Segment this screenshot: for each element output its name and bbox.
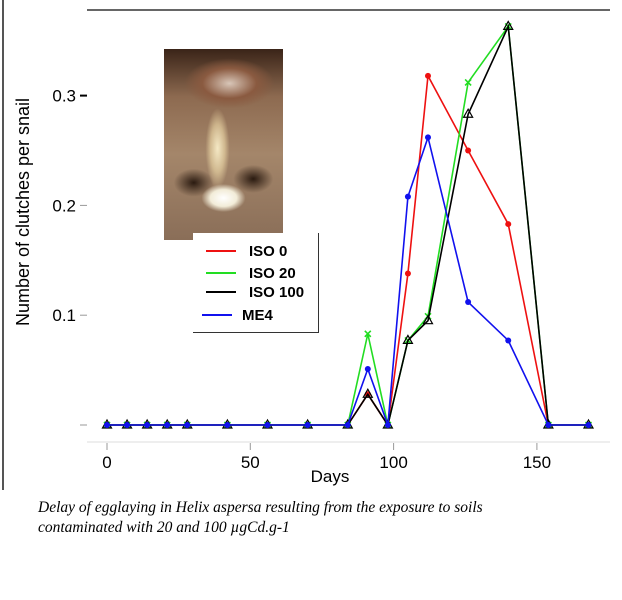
data-point [144,422,151,428]
figure-frame [2,0,622,490]
x-tick-label: 50 [241,453,260,472]
data-point [224,422,231,428]
data-point [404,193,411,200]
data-point [364,330,372,338]
x-axis-label: Days [311,467,350,486]
data-point [264,422,271,428]
data-point [384,422,391,428]
y-axis-label: Number of clutches per snail [13,98,33,326]
data-point [424,134,431,141]
legend-swatch [202,314,232,316]
data-point [362,388,374,398]
data-point [545,422,552,428]
y-tick-label: 0.2 [52,196,76,215]
data-point [344,422,351,428]
data-point [402,334,414,345]
legend-label: ISO 100 [249,283,305,301]
data-point [124,422,131,428]
x-tick-label: 100 [379,453,407,472]
legend-label: ISO 20 [249,264,296,282]
data-point [505,337,512,344]
caption-line-2: contaminated with 20 and 100 µgCd.g-1 [38,519,290,536]
legend-label: ISO 0 [249,242,288,260]
legend-item-me4: ME4 [202,306,273,324]
data-point [465,299,472,306]
caption-line-1: Delay of egglaying in Helix aspersa resu… [38,499,483,516]
legend-swatch [206,291,236,293]
data-point [304,422,311,428]
data-point [164,422,171,428]
data-point [505,221,512,228]
y-tick-label: 0.3 [52,87,76,106]
y-tick-label: 0.1 [52,306,76,325]
data-point [585,422,592,428]
legend-swatch [206,272,236,274]
legend-item-iso100: ISO 100 [206,283,304,301]
legend: ISO 0 ISO 20 ISO 100 ME4 [193,233,319,333]
line-chart: 0.1 0.2 0.3 0 50 100 150 Days Number of clutch… [13,9,610,486]
data-point [404,270,411,277]
data-point [424,72,431,79]
series-me4 [104,134,592,428]
data-point [464,78,472,86]
data-point [364,366,371,373]
data-point [184,422,191,428]
data-point [422,314,434,325]
x-tick-label: 0 [102,453,111,472]
data-point [104,422,110,428]
legend-item-iso0: ISO 0 [206,242,287,260]
data-point [462,108,474,118]
snail-egglaying-photo [164,49,283,240]
figure-caption: Delay of egglaying in Helix aspersa resu… [38,498,598,538]
legend-item-iso20: ISO 20 [206,264,296,282]
legend-label: ME4 [242,306,273,324]
x-tick-label: 150 [523,453,551,472]
legend-swatch [206,250,236,252]
data-point [502,20,514,31]
data-point [465,147,472,154]
